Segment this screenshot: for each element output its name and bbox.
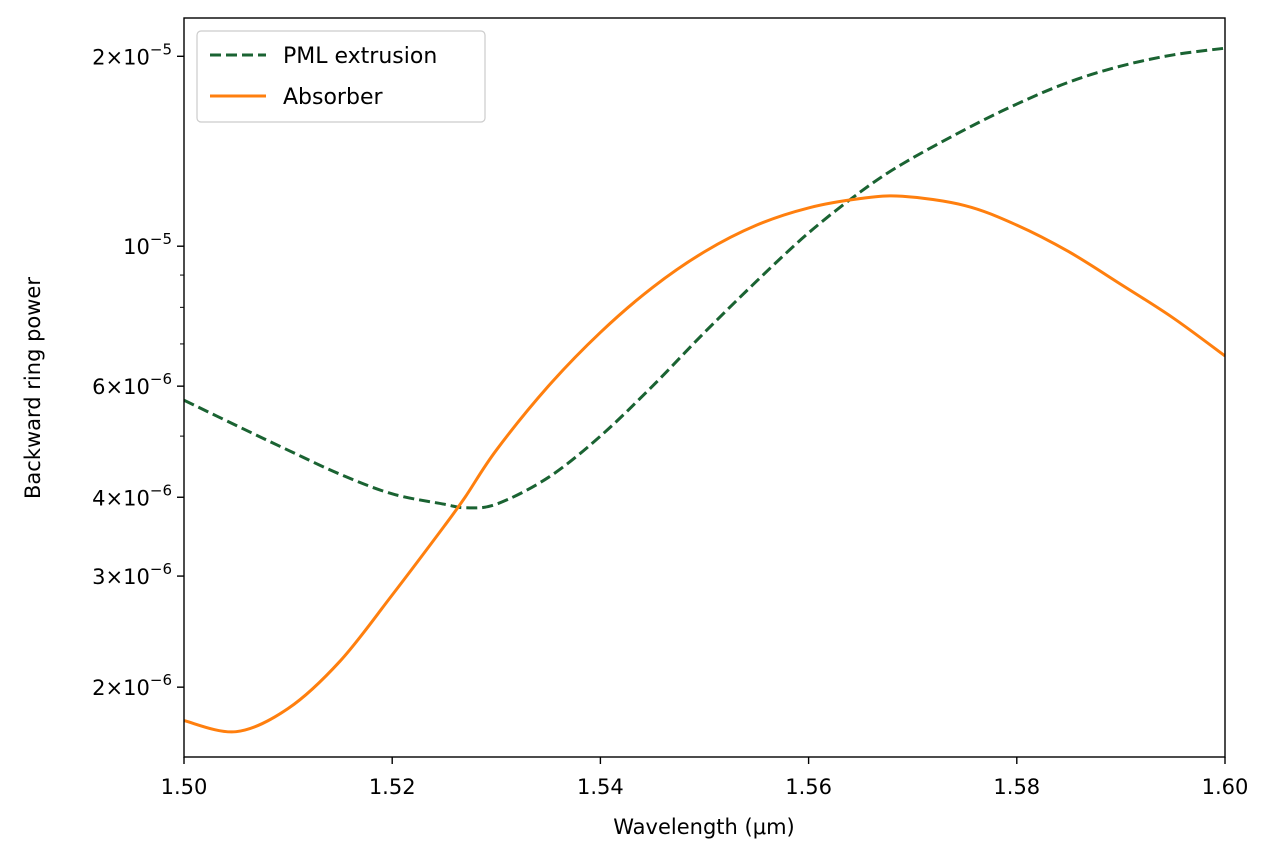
y-tick-label: 10−5 xyxy=(123,230,172,259)
legend-box xyxy=(196,30,486,123)
series-line-pml-extrusion xyxy=(184,46,1225,510)
y-tick-label: 2×10−6 xyxy=(92,671,172,700)
x-axis: 1.50 1.52 1.54 1.56 1.58 1.60 xyxy=(161,757,1249,799)
x-tick-label: 1.58 xyxy=(993,775,1040,799)
x-tick-label: 1.50 xyxy=(161,775,208,799)
series-layer xyxy=(184,46,1225,734)
y-tick-label: 6×10−6 xyxy=(92,370,172,399)
x-axis-label: Wavelength (μm) xyxy=(613,815,794,839)
legend-label: Absorber xyxy=(283,85,383,110)
y-tick-label: 3×10−6 xyxy=(92,560,172,589)
y-axis: 2×10−6 3×10−6 4×10−6 6×10−6 10−5 2×10−5 xyxy=(92,40,184,700)
plot-frame xyxy=(183,17,1226,758)
x-tick-label: 1.52 xyxy=(369,775,416,799)
x-tick-label: 1.56 xyxy=(785,775,832,799)
series-line-absorber xyxy=(184,194,1225,734)
y-tick-label: 4×10−6 xyxy=(92,481,172,510)
y-axis-label: Backward ring power xyxy=(21,277,45,499)
x-tick-label: 1.60 xyxy=(1202,775,1249,799)
y-tick-label: 2×10−5 xyxy=(92,40,172,69)
legend-label: PML extrusion xyxy=(283,44,437,69)
x-tick-label: 1.54 xyxy=(577,775,624,799)
legend: PML extrusion Absorber xyxy=(196,30,486,123)
